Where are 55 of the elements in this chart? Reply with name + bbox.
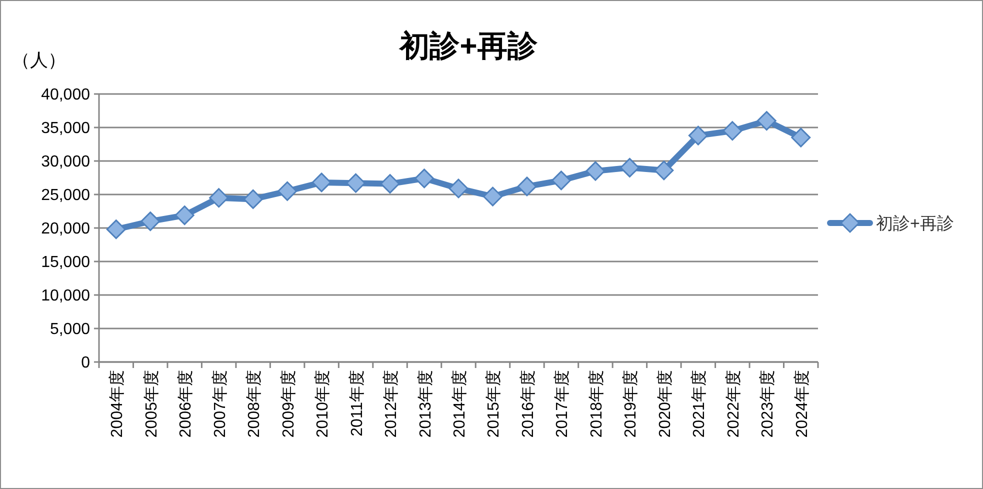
y-tick-label: 10,000 — [41, 288, 90, 304]
point — [756, 111, 776, 131]
legend-label: 初診+再診 — [876, 214, 954, 233]
x-tick-label: 2004年度 — [108, 370, 126, 438]
chart-title: 初診+再診 — [398, 29, 538, 63]
y-tick-label: 25,000 — [41, 187, 90, 204]
y-tick-label: 15,000 — [41, 254, 90, 271]
x-tick-label: 2015年度 — [484, 370, 503, 438]
x-tick-label: 2024年度 — [792, 370, 811, 438]
point — [106, 220, 126, 240]
x-tick-label: 2017年度 — [553, 370, 572, 438]
x-tick-label: 2023年度 — [758, 370, 777, 438]
y-tick-label: 40,000 — [41, 86, 90, 104]
point — [517, 176, 537, 196]
x-tick-label: 2011年度 — [348, 370, 366, 436]
point — [482, 186, 502, 206]
point — [380, 174, 400, 194]
point — [722, 121, 742, 141]
point — [551, 170, 571, 190]
point — [278, 181, 298, 201]
y-tick-label: 20,000 — [41, 220, 90, 238]
y-axis-title: （人） — [12, 50, 66, 70]
point — [414, 168, 434, 188]
point — [209, 188, 229, 208]
x-tick-label: 2020年度 — [656, 370, 674, 438]
x-tick-label: 2014年度 — [450, 370, 468, 438]
legend: 初診+再診 — [827, 212, 954, 234]
point — [791, 128, 811, 148]
point — [243, 189, 263, 209]
point — [586, 161, 606, 181]
x-tick-label: 2007年度 — [210, 370, 229, 438]
x-tick-label: 2012年度 — [382, 370, 400, 438]
point — [140, 212, 160, 232]
y-tick-label: 30,000 — [41, 154, 90, 170]
x-tick-label: 2018年度 — [587, 370, 606, 438]
x-tick-label: 2005年度 — [142, 370, 160, 438]
x-tick-label: 2021年度 — [690, 370, 708, 438]
point — [688, 126, 708, 146]
x-tick-label: 2006年度 — [176, 370, 195, 438]
x-tick-label: 2008年度 — [245, 370, 264, 438]
x-tick-label: 2010年度 — [314, 370, 332, 438]
point — [312, 172, 332, 192]
point — [654, 160, 674, 180]
point — [448, 178, 468, 198]
y-tick-label: 5,000 — [50, 321, 90, 338]
x-tick-label: 2013年度 — [416, 370, 434, 438]
point — [620, 158, 640, 178]
x-tick-label: 2022年度 — [724, 370, 742, 438]
y-tick-label: 35,000 — [41, 120, 90, 137]
point — [346, 173, 366, 193]
x-tick-label: 2019年度 — [622, 370, 640, 438]
point — [174, 206, 194, 226]
x-tick-label: 2016年度 — [518, 370, 537, 438]
y-tick-label: 0 — [81, 354, 90, 372]
x-tick-label: 2009年度 — [279, 370, 298, 438]
